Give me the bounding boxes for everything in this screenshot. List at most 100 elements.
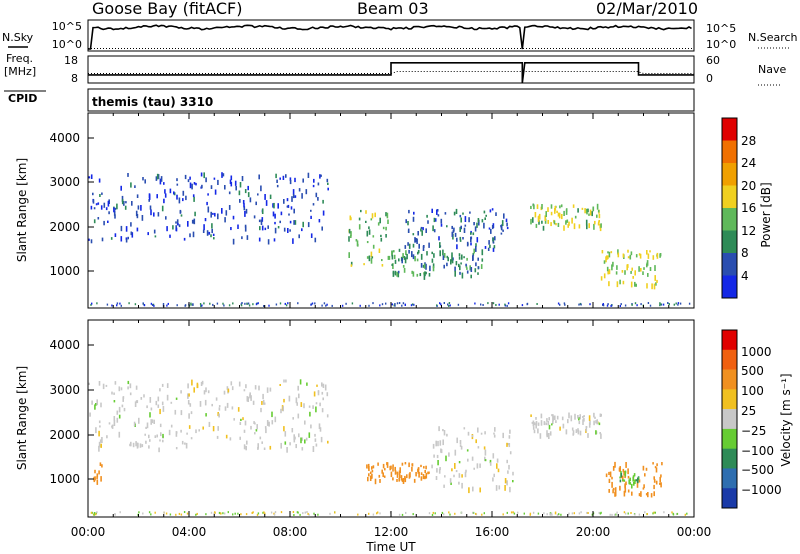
power-cbar-swatches — [722, 118, 737, 299]
power-echo-cell-650 — [639, 253, 642, 259]
velocity-echo-cell-564 — [608, 489, 610, 493]
velocity-echo-cell-207 — [198, 429, 200, 432]
velocity-echo-cell-146 — [208, 421, 211, 427]
power-echo-cell-627 — [655, 282, 657, 286]
power-echo-cell-335 — [412, 254, 415, 260]
power-echo-cell-614 — [635, 254, 638, 258]
velocity-echo-cell-30 — [161, 383, 164, 387]
power-ground-cell-104 — [487, 302, 489, 305]
power-echo-cell-501 — [412, 243, 415, 248]
velocity-echo-cell-549 — [622, 468, 625, 473]
velocity-echo-cell-38 — [261, 441, 263, 444]
power-echo-cell-500 — [490, 229, 492, 234]
power-ground-cell-52 — [436, 304, 438, 307]
velocity-echo-cell-89 — [326, 392, 329, 397]
power-echo-cell-80 — [101, 237, 104, 242]
power-echo-cell-362 — [446, 262, 448, 267]
power-echo-cell-195 — [184, 174, 187, 180]
power-echo-cell-380 — [470, 267, 473, 272]
power-echo-cell-481 — [444, 212, 447, 215]
power-echo-cell-116 — [277, 203, 279, 209]
power-ground-cell-137 — [201, 304, 203, 307]
velocity-echo-cell-519 — [645, 493, 648, 496]
velocity-echo-cell-293 — [396, 479, 398, 482]
power-ground-cell-81 — [448, 304, 450, 307]
power-echo-cell-259 — [105, 207, 108, 211]
velocity-ground-cell-53 — [245, 513, 248, 516]
velocity-echo-cell-416 — [445, 455, 447, 462]
power-ground-cell-142 — [244, 302, 246, 305]
velocity-echo-cell-288 — [378, 474, 381, 478]
power-echo-cell-303 — [379, 217, 381, 224]
power-echo-cell-434 — [451, 225, 453, 230]
power-echo-cell-598 — [596, 203, 599, 210]
velocity-echo-cell-572 — [653, 484, 655, 490]
power-echo-cell-69 — [253, 215, 256, 219]
power-echo-cell-125 — [224, 185, 226, 190]
power-echo-cell-653 — [629, 254, 632, 260]
power-ground-cell-118 — [311, 302, 314, 305]
nsky-frame — [87, 19, 695, 52]
velocity-echo-cell-498 — [535, 417, 537, 420]
power-echo-cell-642 — [642, 271, 644, 275]
velocity-echo-cell-388 — [437, 460, 439, 466]
velocity-echo-cell-454 — [600, 413, 602, 417]
power-echo-cell-121 — [193, 218, 196, 225]
velocity-echo-cell-155 — [274, 416, 277, 423]
power-ground-cell-60 — [504, 303, 506, 306]
velocity-echo-cell-483 — [577, 429, 580, 435]
velocity-echo-cell-276 — [93, 476, 95, 481]
velocity-echo-cell-407 — [446, 433, 448, 437]
velocity-echo-cell-451 — [572, 430, 575, 435]
velocity-echo-cell-456 — [551, 414, 553, 417]
velocity-ground-cell-101 — [257, 512, 260, 515]
velocity-echo-cell-80 — [127, 386, 129, 390]
velocity-echo-cell-212 — [91, 400, 93, 405]
velocity-ground-cell-147 — [405, 511, 407, 514]
velocity-echo-cell-552 — [655, 467, 658, 473]
power-ground-cell-99 — [240, 304, 243, 307]
velocity-echo-cell-145 — [113, 392, 115, 395]
power-cbar-tick-20: 20 — [741, 179, 756, 193]
power-echo-cell-53 — [155, 176, 158, 181]
velocity-echo-cell-342 — [398, 470, 401, 475]
power-echo-cell-601 — [545, 211, 547, 218]
xtick-label-2400: 00:00 — [677, 525, 712, 539]
power-ground-cell-144 — [563, 302, 566, 305]
velocity-echo-cell-546 — [623, 490, 626, 497]
power-echo-cell-108 — [182, 190, 185, 196]
power-echo-cell-632 — [626, 264, 628, 271]
power-echo-cell-363 — [474, 268, 477, 273]
velocity-echo-cell-502 — [545, 422, 548, 426]
velocity-echo-cell-177 — [94, 404, 96, 410]
power-echo-cell-355 — [455, 261, 458, 266]
power-echo-cell-36 — [301, 228, 303, 232]
velocity-ytick-1000: 1000 — [49, 472, 80, 486]
velocity-echo-cell-219 — [207, 390, 210, 394]
power-echo-cell-410 — [470, 274, 472, 279]
velocity-echo-cell-527 — [627, 475, 630, 479]
power-echo-cell-230 — [321, 226, 323, 231]
power-echo-cell-235 — [176, 183, 179, 186]
velocity-echo-cell-76 — [317, 391, 320, 396]
power-echo-cell-389 — [480, 264, 483, 269]
power-ground-cell-153 — [275, 303, 278, 306]
power-echo-cell-103 — [258, 219, 261, 223]
xtick-label-1600: 16:00 — [475, 525, 510, 539]
power-echo-cell-189 — [225, 210, 228, 216]
power-echo-cell-607 — [558, 212, 561, 219]
velocity-ground-cell-86 — [609, 513, 611, 516]
velocity-echo-cell-106 — [245, 445, 247, 451]
power-echo-cell-340 — [447, 257, 449, 262]
power-echo-cell-76 — [310, 215, 312, 219]
power-echo-cell-278 — [370, 251, 373, 258]
power-echo-cell-391 — [417, 251, 419, 255]
power-echo-cell-44 — [302, 221, 304, 228]
power-echo-cell-247 — [88, 176, 91, 179]
power-echo-cell-525 — [470, 242, 472, 246]
velocity-echo-cell-440 — [549, 431, 552, 434]
power-echo-cell-388 — [472, 254, 474, 260]
velocity-echo-cell-353 — [472, 486, 474, 492]
power-ground-cell-6 — [190, 302, 192, 305]
power-echo-cell-613 — [634, 270, 636, 276]
